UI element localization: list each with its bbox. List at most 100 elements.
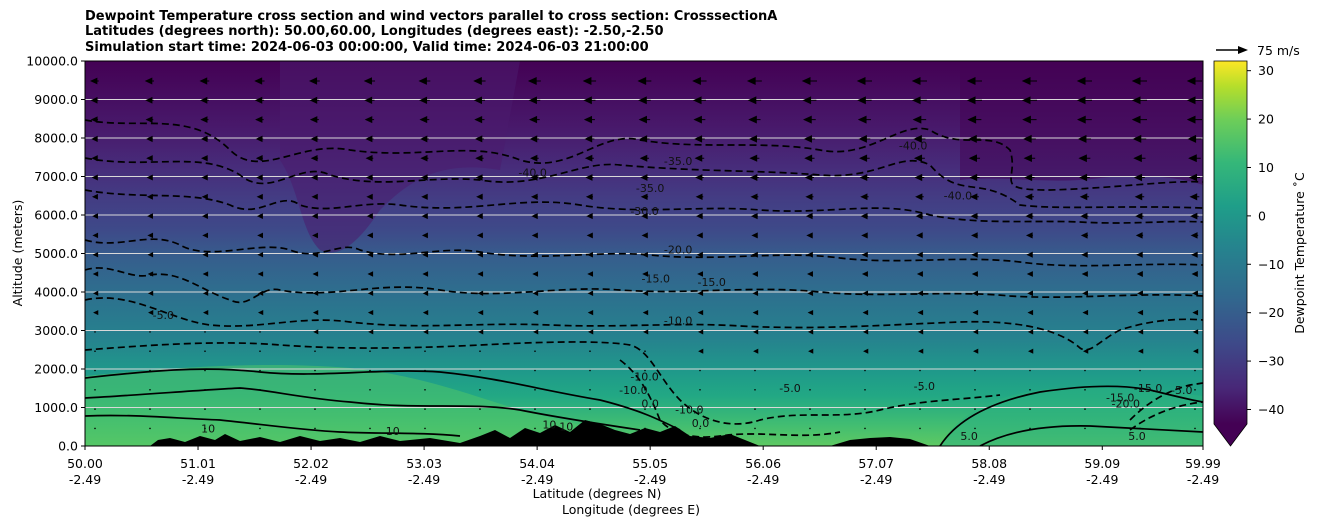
wind-vector	[1133, 173, 1145, 182]
wind-vector	[149, 331, 151, 333]
wind-vector	[259, 389, 261, 391]
wind-vector	[1194, 427, 1196, 430]
wind-vector	[1081, 271, 1088, 277]
wind-vector	[149, 350, 151, 353]
wind-vector	[860, 193, 869, 201]
wind-vector	[1194, 408, 1196, 410]
wind-vector	[314, 369, 316, 372]
wind-vector	[475, 154, 484, 162]
contour-label: -5.0	[914, 380, 935, 393]
wind-vector	[1029, 408, 1031, 410]
wind-vector	[367, 290, 374, 296]
wind-vector	[147, 213, 153, 219]
wind-vector	[699, 389, 701, 391]
wind-vector	[92, 232, 99, 239]
wind-vector	[1135, 232, 1144, 239]
wind-vector	[1027, 329, 1034, 335]
contour-line	[1129, 401, 1203, 431]
wind-vector	[748, 135, 760, 143]
wind-vector	[424, 350, 426, 353]
wind-vector	[969, 173, 980, 182]
wind-vector	[200, 135, 209, 143]
wind-vector	[204, 331, 206, 333]
x-tick-label-lat: 51.01	[180, 456, 216, 471]
y-tick-label: 7000.0	[34, 169, 78, 184]
wind-vector	[752, 290, 759, 297]
wind-vector	[1023, 154, 1036, 163]
wind-vector	[204, 369, 206, 372]
wind-vector	[200, 116, 209, 123]
wind-vector	[1137, 309, 1144, 316]
wind-vector	[918, 348, 924, 354]
wind-vector	[201, 213, 208, 219]
wind-vector	[424, 427, 426, 430]
wind-vector	[202, 271, 209, 277]
terrain	[150, 420, 760, 446]
wind-vector	[422, 251, 428, 258]
wind-vector	[204, 427, 206, 430]
wind-vector	[1083, 348, 1089, 354]
wind-vector	[420, 154, 429, 162]
wind-vector	[970, 212, 979, 220]
contour-line	[85, 238, 1203, 267]
wind-vector	[528, 96, 541, 105]
wind-vector	[695, 193, 704, 201]
wind-vector	[259, 369, 261, 372]
wind-vector	[255, 155, 263, 162]
wind-vector	[860, 212, 869, 220]
wind-vector	[366, 193, 373, 200]
wind-vector	[1077, 115, 1092, 124]
wind-vector	[1026, 251, 1033, 258]
wind-vector	[534, 427, 536, 430]
wind-vector	[1079, 193, 1090, 201]
wind-vector	[696, 212, 703, 220]
wind-vector	[255, 116, 264, 123]
wind-vector	[807, 329, 814, 335]
wind-vector	[531, 213, 538, 220]
wind-vector	[911, 77, 927, 85]
wind-vector	[638, 96, 651, 105]
x-tick-label-lon: -2.49	[1086, 472, 1118, 487]
contour-line	[85, 414, 461, 437]
contour-label: -35.0	[664, 155, 692, 168]
contour-label: -5.0	[153, 309, 174, 322]
wind-vector	[699, 427, 701, 430]
wind-vector	[971, 251, 978, 258]
contour-line	[619, 359, 841, 438]
colorbar-extend-triangle	[1214, 424, 1247, 446]
wind-vector	[692, 77, 707, 85]
wind-vector	[641, 213, 648, 220]
wind-vector	[91, 193, 98, 200]
wind-vector	[1186, 77, 1202, 85]
wind-vector	[256, 213, 263, 219]
wind-vector	[862, 329, 869, 335]
wind-vector	[699, 369, 701, 372]
wind-vector	[1139, 427, 1141, 430]
wind-vector	[1135, 212, 1144, 220]
wind-vector	[259, 427, 261, 430]
wind-vector	[92, 271, 99, 277]
wind-vector	[310, 154, 319, 162]
colorbar-tick-label: −40	[1258, 402, 1284, 417]
x-tick-label-lat: 57.07	[858, 456, 894, 471]
wind-vector	[857, 96, 872, 105]
wind-vector	[754, 389, 756, 391]
wind-vector	[474, 135, 485, 143]
x-axis-label-longitude: Longitude (degrees E)	[562, 502, 700, 517]
wind-vector	[696, 232, 703, 239]
wind-vector	[533, 329, 539, 335]
contour-label: -40.0	[518, 167, 546, 180]
contour-label: 10	[201, 423, 215, 436]
wind-vector	[312, 290, 319, 296]
wind-vector	[479, 350, 481, 353]
wind-vector	[1137, 290, 1143, 297]
wind-vector	[911, 96, 927, 105]
positive-contours	[85, 368, 1203, 446]
wind-vector	[644, 350, 646, 353]
wind-vector	[90, 77, 99, 85]
wind-vector	[803, 115, 816, 124]
wind-vector	[257, 290, 264, 296]
wind-vector	[913, 154, 925, 162]
wind-vector	[639, 154, 650, 162]
wind-vector	[365, 174, 373, 181]
